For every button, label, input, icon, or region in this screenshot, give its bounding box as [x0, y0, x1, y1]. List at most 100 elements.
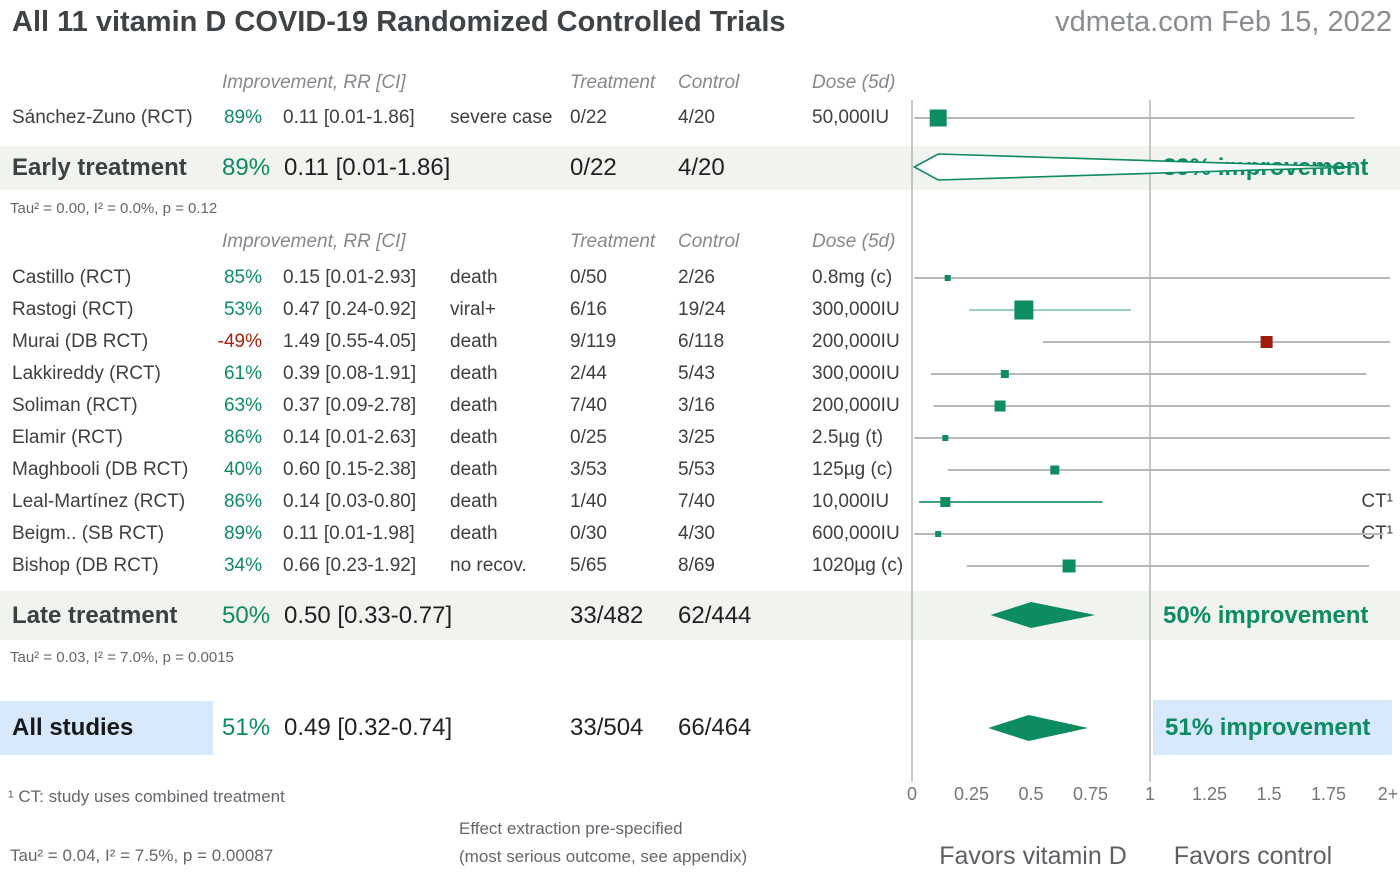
control-count: 7/40	[678, 491, 715, 512]
rr-ci: 0.14 [0.01-2.63]	[283, 427, 417, 448]
outcome-label: death	[450, 491, 498, 512]
dose-label: 1020µg (c)	[812, 555, 904, 576]
column-header-improvement: Improvement, RR [CI]	[222, 231, 406, 252]
treatment-count: 0/22	[570, 154, 617, 181]
dose-label: 50,000IU	[812, 107, 890, 128]
column-header-dose: Dose (5d)	[812, 231, 896, 252]
late-treatment-band	[0, 591, 1400, 640]
treatment-count: 3/53	[570, 459, 607, 480]
study-row: Leal-Martínez (RCT) 86% 0.14 [0.03-0.80] de…	[0, 486, 1400, 518]
treatment-count: 6/16	[570, 299, 607, 320]
control-count: 66/464	[678, 714, 752, 741]
study-name: Elamir (RCT)	[12, 427, 123, 448]
improvement-pct: 51%	[222, 714, 271, 741]
page-title: All 11 vitamin D COVID-19 Randomized Con…	[12, 6, 786, 38]
improvement-pct: 89%	[223, 107, 262, 128]
all-studies-improvement-highlight: 51% improvement	[1153, 700, 1392, 755]
control-count: 4/20	[678, 154, 725, 181]
treatment-count: 9/119	[570, 331, 617, 352]
study-name: Beigm.. (SB RCT)	[12, 523, 165, 544]
control-count: 2/26	[678, 267, 715, 288]
improvement-pct: 86%	[223, 427, 262, 448]
control-count: 4/20	[678, 107, 715, 128]
control-count: 4/30	[678, 523, 715, 544]
all-studies-highlight: All studies	[0, 701, 213, 755]
treatment-count: 0/22	[570, 107, 607, 128]
late-treatment-summary-row: Late treatment 50% 0.50 [0.33-0.77] 33/4…	[0, 591, 1400, 640]
study-row: Lakkireddy (RCT) 61% 0.39 [0.08-1.91] death…	[0, 358, 1400, 390]
heterogeneity-note-early: Tau² = 0.00, I² = 0.0%, p = 0.12	[10, 200, 218, 217]
favors-left-label: Favors vitamin D	[939, 842, 1127, 870]
summary-label: Late treatment	[12, 602, 178, 629]
control-count: 19/24	[678, 299, 726, 320]
rr-ci: 0.39 [0.08-1.91]	[283, 363, 417, 384]
study-name: Bishop (DB RCT)	[12, 555, 159, 576]
effect-note-line1: Effect extraction pre-specified	[459, 819, 683, 838]
rr-ci: 0.47 [0.24-0.92]	[283, 299, 417, 320]
axis-tick: 1	[1144, 784, 1156, 804]
rr-ci: 0.60 [0.15-2.38]	[283, 459, 417, 480]
rr-ci: 0.50 [0.33-0.77]	[284, 602, 453, 629]
study-name: Murai (DB RCT)	[12, 331, 149, 352]
study-row: Maghbooli (DB RCT) 40% 0.60 [0.15-2.38] dea…	[0, 454, 1400, 486]
outcome-label: death	[450, 427, 498, 448]
control-count: 3/16	[678, 395, 715, 416]
rr-ci: 0.49 [0.32-0.74]	[284, 714, 453, 741]
treatment-count: 1/40	[570, 491, 607, 512]
treatment-count: 33/504	[570, 714, 644, 741]
study-name: Sánchez-Zuno (RCT)	[12, 107, 193, 128]
study-name: Soliman (RCT)	[12, 395, 138, 416]
improvement-pct: 89%	[222, 154, 271, 181]
column-header-improvement: Improvement, RR [CI]	[222, 72, 406, 93]
dose-label: 200,000IU	[812, 395, 900, 416]
study-name: Lakkireddy (RCT)	[12, 363, 161, 384]
treatment-count: 5/65	[570, 555, 607, 576]
axis-tick: 0.25	[953, 784, 990, 804]
rr-ci: 0.15 [0.01-2.93]	[283, 267, 417, 288]
dose-label: 10,000IU	[812, 491, 890, 512]
outcome-label: death	[450, 523, 498, 544]
dose-label: 2.5µg (t)	[812, 427, 884, 448]
outcome-label: death	[450, 459, 498, 480]
axis-tick: 1.75	[1310, 784, 1347, 804]
axis-tick: 1.25	[1191, 784, 1228, 804]
study-row: Castillo (RCT) 85% 0.15 [0.01-2.93] death 0/…	[0, 262, 1400, 294]
column-header-control: Control	[678, 72, 740, 93]
ct-note: CT¹	[1361, 491, 1393, 512]
control-count: 62/444	[678, 602, 752, 629]
improvement-pct: 89%	[223, 523, 262, 544]
column-header-row: Improvement, RR [CI] Treatment Control D…	[0, 226, 1400, 258]
improvement-pct: 86%	[223, 491, 262, 512]
axis-tick: 0	[906, 784, 918, 804]
treatment-count: 7/40	[570, 395, 607, 416]
rr-ci: 0.11 [0.01-1.98]	[283, 523, 415, 544]
heterogeneity-note-late: Tau² = 0.03, I² = 7.0%, p = 0.0015	[10, 649, 234, 666]
improvement-pct: 34%	[223, 555, 262, 576]
study-row: Bishop (DB RCT) 34% 0.66 [0.23-1.92] no rec…	[0, 550, 1400, 582]
control-count: 5/43	[678, 363, 715, 384]
ct-footnote: ¹ CT: study uses combined treatment	[8, 787, 285, 806]
improvement-pct: 85%	[223, 267, 262, 288]
study-name: Castillo (RCT)	[12, 267, 132, 288]
study-name: Leal-Martínez (RCT)	[12, 491, 186, 512]
rr-ci: 0.11 [0.01-1.86]	[283, 107, 415, 128]
outcome-label: death	[450, 363, 498, 384]
column-header-treatment: Treatment	[570, 231, 656, 252]
all-studies-summary-row: 51% 0.49 [0.32-0.74] 33/504 66/464	[0, 700, 1400, 755]
treatment-count: 2/44	[570, 363, 607, 384]
study-row: Beigm.. (SB RCT) 89% 0.11 [0.01-1.98] death…	[0, 518, 1400, 550]
summary-label: All studies	[12, 714, 134, 741]
column-header-control: Control	[678, 231, 740, 252]
treatment-count: 0/50	[570, 267, 607, 288]
effect-note-line2: (most serious outcome, see appendix)	[459, 847, 748, 866]
improvement-label: 51% improvement	[1165, 714, 1371, 741]
improvement-label: 89% improvement	[1163, 154, 1369, 181]
improvement-pct: 61%	[223, 363, 262, 384]
column-header-dose: Dose (5d)	[812, 72, 896, 93]
dose-label: 0.8mg (c)	[812, 267, 893, 288]
dose-label: 200,000IU	[812, 331, 900, 352]
source-label: vdmeta.com Feb 15, 2022	[1055, 6, 1392, 38]
study-row: Sánchez-Zuno (RCT) 89% 0.11 [0.01-1.86] sev…	[0, 102, 1400, 134]
outcome-label: no recov.	[450, 555, 527, 576]
study-name: Rastogi (RCT)	[12, 299, 134, 320]
